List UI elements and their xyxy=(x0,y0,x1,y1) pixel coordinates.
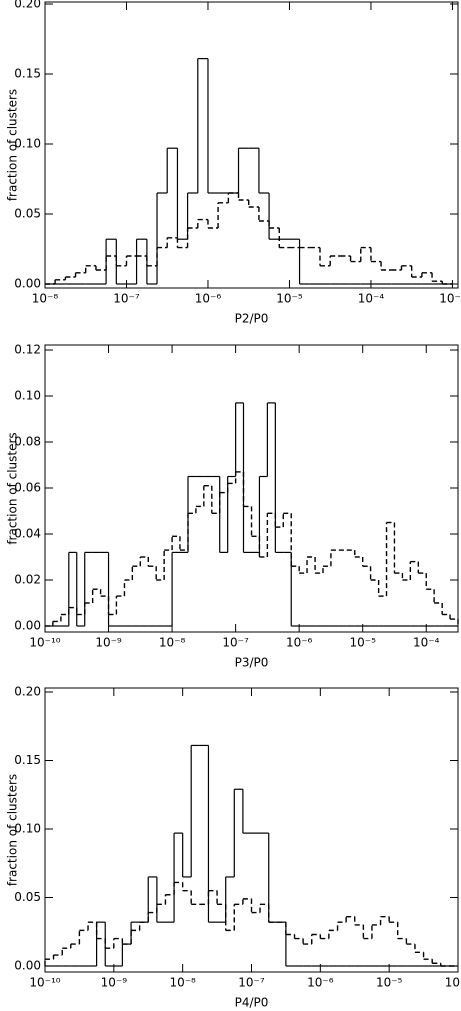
x-tick-label: 10⁻⁹ xyxy=(95,636,122,650)
x-axis-label: P2/P0 xyxy=(235,312,269,326)
y-tick-label: 0.08 xyxy=(14,435,41,449)
x-tick-label: 10⁻⁸ xyxy=(169,976,196,990)
y-tick-label: 0.15 xyxy=(14,753,41,767)
panel: 10⁻¹⁰ 10⁻⁹ 10⁻⁸ 10⁻⁷ 10⁻⁶ 10⁻⁵ 10⁻⁴ 0.00 0.05 0.1… xyxy=(6,685,461,1010)
y-tick-label: 0.10 xyxy=(14,389,41,403)
x-tick-label: 10⁻⁵ xyxy=(376,976,403,990)
x-tick-label: 10⁻⁸ xyxy=(159,636,186,650)
x-tick-label: 10⁻⁴ xyxy=(413,636,440,650)
x-tick-label: 10⁻¹⁰ xyxy=(29,636,60,650)
x-tick-label: 10⁻⁶ xyxy=(307,976,334,990)
x-tick-label: 10⁻⁴ xyxy=(358,292,385,306)
y-tick-label: 0.05 xyxy=(14,890,41,904)
y-tick-label: 0.05 xyxy=(14,207,41,221)
plot-frame xyxy=(44,344,459,633)
x-tick-label: 10⁻⁹ xyxy=(101,976,128,990)
x-tick-label: 10⁻⁶ xyxy=(195,292,222,306)
y-tick-label: 0.12 xyxy=(14,343,41,357)
panel: 10⁻¹⁰ 10⁻⁹ 10⁻⁸ 10⁻⁷ 10⁻⁶ 10⁻⁵ 10⁻⁴ 0.00 0.02 0.0… xyxy=(6,343,459,670)
x-axis-label: P4/P0 xyxy=(235,996,269,1010)
histogram-series xyxy=(45,192,453,285)
y-axis-label: fraction of clusters xyxy=(6,89,20,201)
y-tick-label: 0.00 xyxy=(14,619,41,633)
y-tick-label: 0.00 xyxy=(14,959,41,973)
y-tick-label: 0.20 xyxy=(14,685,41,699)
x-tick-label: 10⁻⁶ xyxy=(286,636,313,650)
x-tick-label: 10⁻⁸ xyxy=(32,292,59,306)
x-axis-label: P3/P0 xyxy=(235,656,269,670)
y-tick-label: 0.10 xyxy=(14,137,41,151)
y-tick-label: 0.00 xyxy=(14,277,41,291)
histogram-series xyxy=(45,402,458,627)
x-tick-label: 10⁻⁷ xyxy=(238,976,265,990)
y-axis-label: fraction of clusters xyxy=(6,432,20,544)
y-tick-label: 0.04 xyxy=(14,527,41,541)
panel: 10⁻⁸ 10⁻⁷ 10⁻⁶ 10⁻⁵ 10⁻⁴ 10⁻³ 0.00 0.05 0.10 0.15… xyxy=(6,0,461,326)
x-tick-label: 10⁻¹⁰ xyxy=(29,976,60,990)
histogram-series xyxy=(45,471,459,627)
plot-frame xyxy=(44,1,459,289)
y-tick-label: 0.20 xyxy=(14,0,41,11)
y-tick-label: 0.02 xyxy=(14,573,41,587)
plot-frame xyxy=(44,687,459,973)
x-tick-label: 10⁻⁵ xyxy=(276,292,303,306)
y-axis-label: fraction of clusters xyxy=(6,774,20,886)
x-tick-label: 10⁻⁷ xyxy=(222,636,249,650)
x-tick-label: 10⁻³ xyxy=(439,292,461,306)
y-tick-label: 0.06 xyxy=(14,481,41,495)
x-tick-label: 10⁻⁵ xyxy=(349,636,376,650)
histogram-series xyxy=(45,57,453,285)
y-tick-label: 0.10 xyxy=(14,822,41,836)
y-tick-label: 0.15 xyxy=(14,67,41,81)
histogram-series xyxy=(44,881,458,967)
x-tick-label: 10⁻⁷ xyxy=(113,292,140,306)
histogram-series xyxy=(45,744,458,967)
x-tick-label: 10⁻⁴ xyxy=(445,976,461,990)
